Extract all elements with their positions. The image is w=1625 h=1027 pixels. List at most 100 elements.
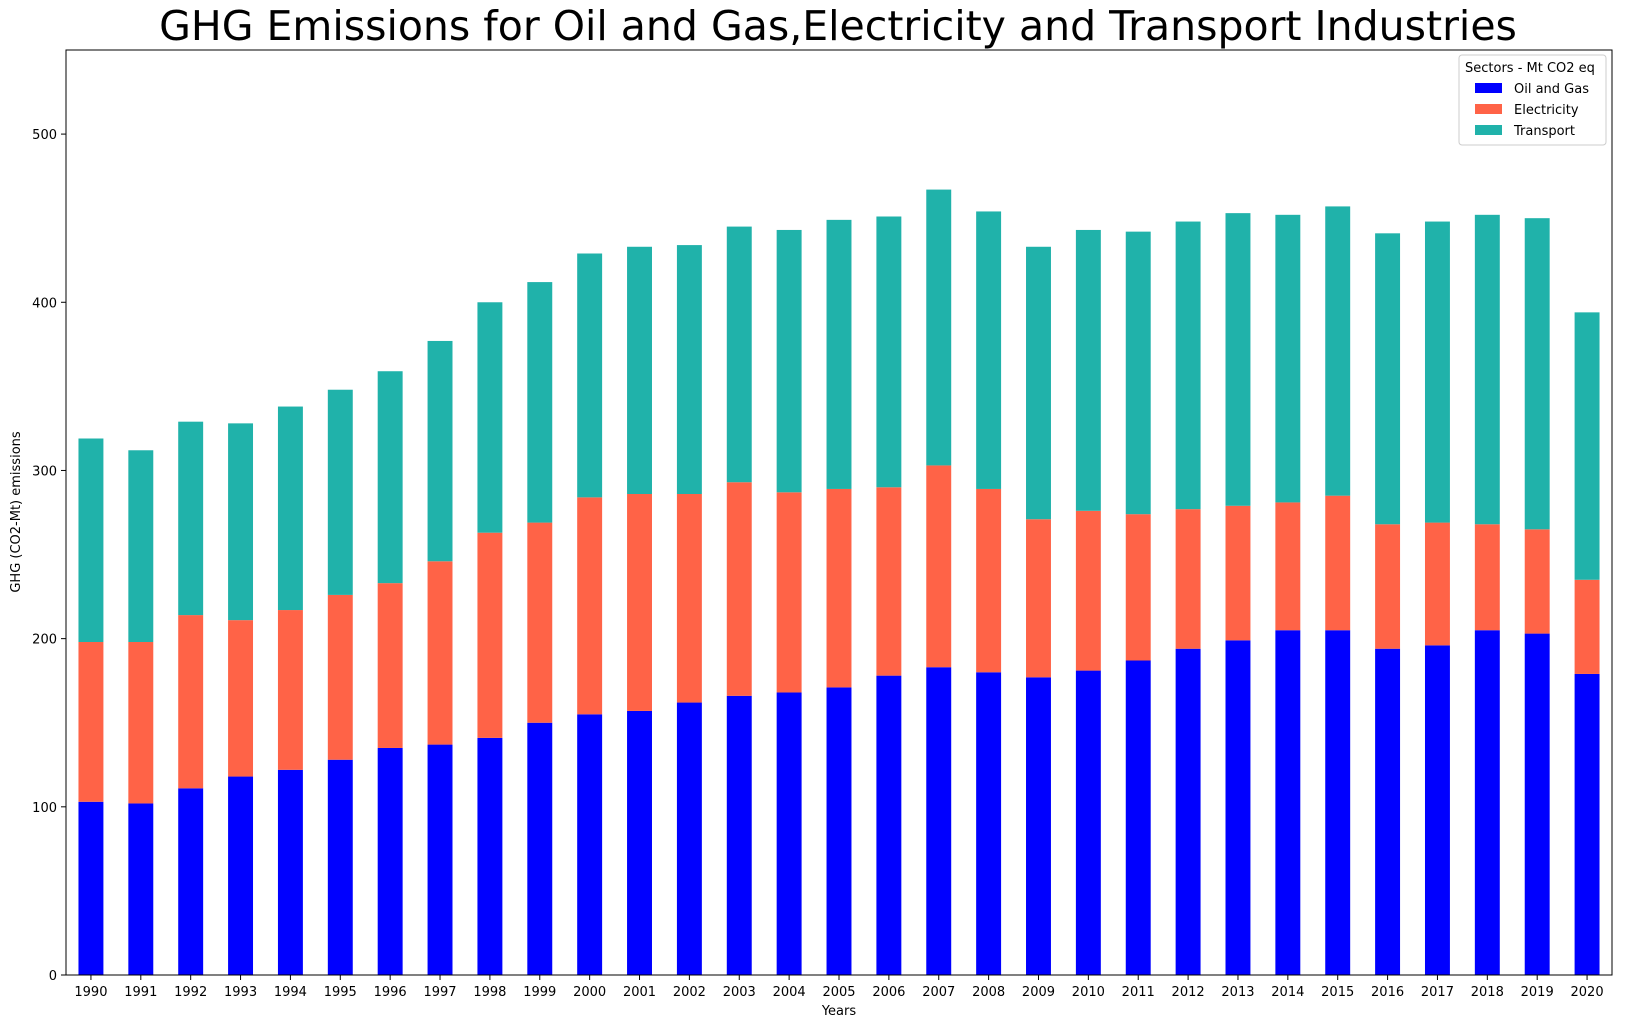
bar-electricity-2008	[976, 488, 1002, 673]
bar-oil-and-gas-2014	[1275, 630, 1301, 975]
x-tick-label-1999: 1999	[523, 985, 556, 1000]
x-tick-label-2009: 2009	[1022, 985, 1055, 1000]
bar-transport-2010	[1075, 229, 1101, 511]
y-tick-label-500: 500	[32, 128, 57, 143]
bar-oil-and-gas-2005	[826, 687, 852, 975]
bar-oil-and-gas-1997	[427, 744, 453, 975]
bar-transport-2000	[577, 253, 603, 498]
x-tick-label-2013: 2013	[1221, 985, 1254, 1000]
bar-transport-2011	[1125, 231, 1151, 515]
bar-electricity-1998	[477, 532, 503, 738]
y-axis-label: GHG (CO2-Mt) emissions	[9, 431, 24, 593]
bar-electricity-1996	[377, 583, 403, 748]
bar-electricity-2007	[926, 465, 952, 668]
x-tick-label-1993: 1993	[224, 985, 257, 1000]
bar-electricity-2016	[1375, 524, 1401, 649]
bar-electricity-2004	[776, 492, 802, 693]
x-tick-label-2017: 2017	[1421, 985, 1454, 1000]
x-tick-label-2003: 2003	[723, 985, 756, 1000]
bar-oil-and-gas-2010	[1075, 670, 1101, 975]
x-tick-label-2006: 2006	[872, 985, 905, 1000]
bar-transport-1993	[228, 423, 254, 621]
x-tick-label-1991: 1991	[124, 985, 157, 1000]
legend-swatch-electricity	[1475, 104, 1502, 114]
y-tick-label-100: 100	[32, 801, 57, 816]
bar-electricity-2009	[1026, 519, 1051, 678]
x-tick-label-2018: 2018	[1471, 985, 1504, 1000]
bar-oil-and-gas-2017	[1424, 645, 1450, 975]
bar-oil-and-gas-2003	[726, 695, 752, 975]
bar-electricity-2019	[1524, 529, 1550, 634]
bar-electricity-1993	[228, 620, 254, 777]
x-axis-label: Years	[821, 1004, 857, 1019]
x-tick-label-1998: 1998	[473, 985, 506, 1000]
bars-group	[78, 189, 1600, 975]
x-tick-label-2002: 2002	[673, 985, 706, 1000]
bar-transport-1998	[477, 302, 503, 533]
bar-oil-and-gas-2016	[1375, 648, 1401, 975]
x-tick-label-2011: 2011	[1122, 985, 1155, 1000]
bar-transport-2019	[1524, 218, 1550, 530]
bar-oil-and-gas-2019	[1524, 633, 1550, 975]
legend-swatch-transport	[1475, 125, 1502, 135]
bar-electricity-2015	[1325, 495, 1351, 631]
bar-oil-and-gas-2001	[627, 710, 652, 975]
y-tick-label-400: 400	[32, 296, 57, 311]
x-tick-label-2012: 2012	[1172, 985, 1205, 1000]
bar-transport-2020	[1574, 312, 1600, 580]
bar-transport-2012	[1175, 221, 1201, 510]
x-tick-label-1992: 1992	[174, 985, 207, 1000]
x-tick-label-2014: 2014	[1271, 985, 1304, 1000]
bar-electricity-2005	[826, 488, 852, 688]
bar-transport-2003	[726, 226, 752, 483]
bar-electricity-1990	[78, 642, 104, 802]
bar-oil-and-gas-2004	[776, 692, 802, 975]
bar-oil-and-gas-2018	[1474, 630, 1500, 975]
legend: Sectors - Mt CO2 eq Oil and Gas Electrici…	[1458, 54, 1607, 146]
bar-oil-and-gas-1994	[277, 769, 303, 975]
x-tick-label-2005: 2005	[822, 985, 855, 1000]
x-tick-label-2001: 2001	[623, 985, 656, 1000]
x-tick-label-2020: 2020	[1571, 985, 1604, 1000]
bar-transport-2009	[1026, 246, 1051, 520]
bar-transport-2014	[1275, 214, 1301, 503]
chart-title: GHG Emissions for Oil and Gas,Electricit…	[159, 2, 1517, 50]
bar-electricity-2001	[627, 494, 652, 711]
bar-oil-and-gas-1993	[228, 776, 254, 975]
bar-transport-1996	[377, 371, 403, 584]
bar-electricity-2011	[1125, 514, 1151, 661]
bar-oil-and-gas-2015	[1325, 630, 1351, 975]
bar-transport-2007	[926, 189, 952, 466]
bar-oil-and-gas-2008	[976, 672, 1002, 975]
x-tick-label-2008: 2008	[972, 985, 1005, 1000]
bar-oil-and-gas-2007	[926, 667, 952, 975]
x-tick-label-1996: 1996	[374, 985, 407, 1000]
bar-transport-2018	[1474, 214, 1500, 525]
bar-transport-2001	[627, 246, 652, 494]
bar-electricity-2003	[726, 482, 752, 696]
bar-electricity-2017	[1424, 522, 1450, 646]
bar-transport-1999	[527, 282, 553, 523]
bar-electricity-1994	[277, 610, 303, 770]
x-tick-label-2000: 2000	[573, 985, 606, 1000]
x-tick-label-2019: 2019	[1521, 985, 1554, 1000]
bar-electricity-2012	[1175, 509, 1201, 649]
bar-transport-2017	[1424, 221, 1450, 523]
bar-transport-2006	[876, 216, 902, 488]
bar-oil-and-gas-2002	[676, 702, 702, 975]
bar-transport-1995	[327, 389, 353, 595]
bar-transport-2002	[676, 245, 702, 494]
bar-transport-2016	[1375, 233, 1401, 525]
legend-swatch-oil-and-gas	[1475, 83, 1502, 93]
bar-transport-1997	[427, 340, 453, 562]
bar-oil-and-gas-1995	[327, 759, 353, 975]
legend-label-transport: Transport	[1513, 124, 1575, 139]
bar-oil-and-gas-1996	[377, 747, 403, 975]
bar-electricity-1997	[427, 561, 453, 745]
bar-transport-2005	[826, 219, 852, 489]
x-axis: 1990 1991 1992 1993 1994 1995 1996 1997 1998 1999…	[74, 975, 1604, 1000]
bar-electricity-1995	[327, 594, 353, 760]
bar-oil-and-gas-2013	[1225, 640, 1251, 975]
bar-oil-and-gas-1991	[128, 803, 154, 975]
bar-transport-1994	[277, 406, 303, 611]
